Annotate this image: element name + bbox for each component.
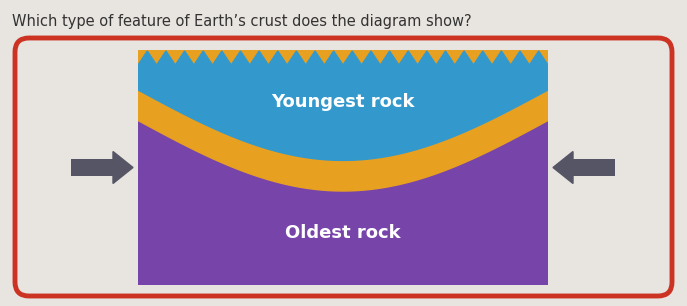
Polygon shape — [553, 151, 573, 184]
Text: Oldest rock: Oldest rock — [285, 224, 401, 242]
Polygon shape — [138, 50, 548, 285]
Bar — [573, 159, 615, 176]
Text: Youngest rock: Youngest rock — [271, 93, 415, 111]
Polygon shape — [138, 51, 548, 160]
FancyBboxPatch shape — [15, 38, 672, 296]
Polygon shape — [113, 151, 133, 184]
Bar — [71, 159, 113, 176]
Text: Which type of feature of Earth’s crust does the diagram show?: Which type of feature of Earth’s crust d… — [12, 14, 471, 29]
Polygon shape — [138, 50, 548, 191]
